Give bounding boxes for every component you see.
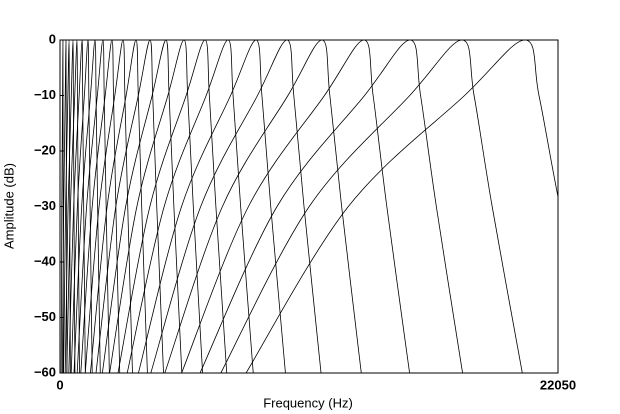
y-tick-label: −60: [34, 364, 56, 379]
filter-curve: [68, 40, 86, 373]
filter-curve: [60, 40, 64, 373]
filter-curve: [64, 40, 76, 373]
y-tick-label: −50: [34, 309, 56, 324]
filter-curve: [80, 40, 121, 373]
filter-curve: [164, 40, 362, 373]
y-tick-label: −10: [34, 87, 56, 102]
filter-curve: [73, 40, 101, 373]
filter-curve: [245, 40, 558, 373]
filter-curve: [70, 40, 93, 373]
x-axis-title: Frequency (Hz): [263, 395, 353, 410]
filter-curve: [90, 40, 148, 373]
x-tick-label: 22050: [540, 377, 576, 392]
y-tick-label: −30: [34, 198, 56, 213]
y-tick-label: 0: [49, 31, 56, 46]
y-tick-label: −40: [34, 253, 56, 268]
filter-curve: [199, 40, 463, 373]
filter-curve: [101, 40, 183, 373]
filter-curve: [76, 40, 110, 373]
filter-curve: [126, 40, 254, 373]
filter-curve: [150, 40, 322, 373]
filter-curve: [109, 40, 204, 373]
y-axis-title: Amplitude (dB): [1, 163, 16, 249]
filter-curve: [220, 40, 523, 373]
plot-area: [60, 40, 558, 373]
x-tick-label: 0: [56, 377, 63, 392]
filter-curve: [63, 40, 71, 373]
y-tick-label: −20: [34, 142, 56, 157]
filter-curve: [117, 40, 228, 373]
filter-curve: [95, 40, 164, 373]
filter-curve: [138, 40, 286, 373]
